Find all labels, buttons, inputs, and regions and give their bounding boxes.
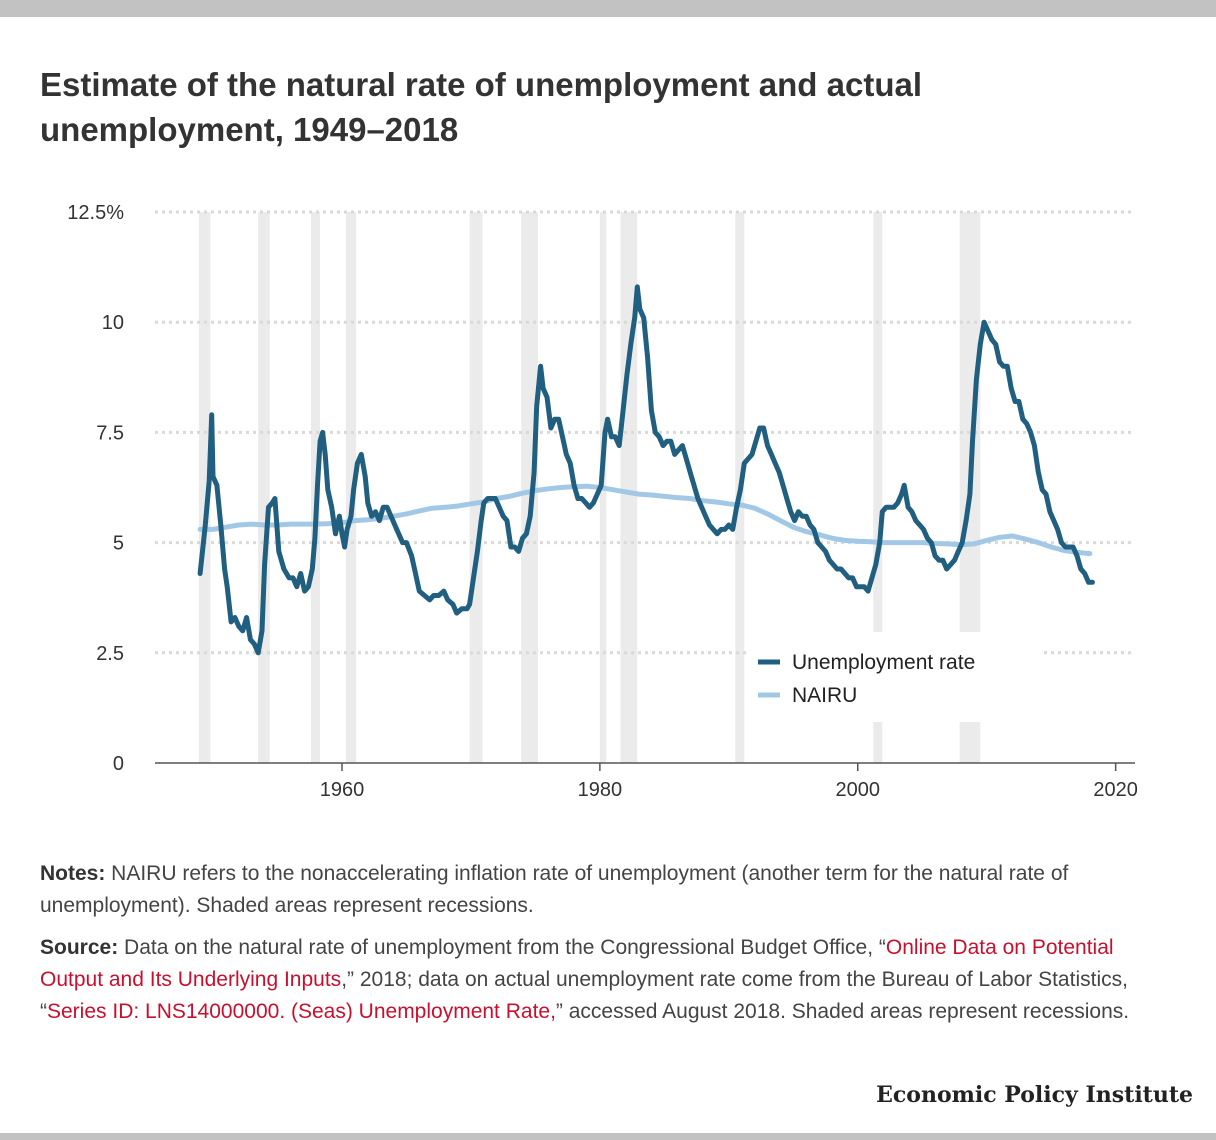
recession-band	[258, 212, 270, 763]
y-tick-label: 10	[102, 312, 124, 334]
source-label: Source:	[40, 936, 119, 959]
x-tick-label: 2020	[1093, 779, 1138, 801]
x-tick-label: 1960	[320, 779, 365, 801]
unemployment-rate-line	[197, 284, 1095, 656]
legend: Unemployment rate NAIRU	[758, 651, 975, 707]
recession-band	[620, 212, 638, 763]
notes-text: NAIRU refers to the nonaccelerating infl…	[40, 862, 1069, 917]
x-axis: 1960 1980 2000 2020	[155, 762, 1138, 801]
y-tick-label: 7.5	[96, 422, 124, 444]
x-tick-label: 1980	[578, 779, 623, 801]
y-tick-label: 0	[113, 753, 124, 775]
notes-paragraph: Notes: NAIRU refers to the nonaccelerati…	[40, 858, 1180, 922]
x-tick-label: 2000	[836, 779, 881, 801]
source-paragraph: Source: Data on the natural rate of unem…	[40, 932, 1180, 1028]
recession-band	[873, 212, 883, 763]
recession-band	[198, 212, 211, 763]
recession-band	[345, 212, 357, 763]
notes-label: Notes:	[40, 862, 106, 885]
y-tick-label: 2.5	[96, 643, 124, 665]
recession-band	[521, 212, 538, 763]
cbo-data-link[interactable]: Online Data on Potential Output and Its …	[40, 936, 1114, 991]
notes-section: Notes: NAIRU refers to the nonaccelerati…	[40, 858, 1180, 1038]
legend-background	[748, 632, 1043, 722]
legend-label-unemployment: Unemployment rate	[792, 651, 975, 674]
epi-logo-text: Economic Policy Institute	[876, 1082, 1193, 1108]
chart: 0 2.5 5 7.5 10 12.5% 1960 1980 2000 2020 Unemplo…	[67, 202, 1138, 801]
chart-title: Estimate of the natural rate of unemploy…	[40, 66, 922, 148]
y-tick-label: 12.5%	[67, 202, 124, 224]
recession-band	[469, 212, 483, 763]
legend-box	[748, 632, 1043, 722]
series-lines	[197, 284, 1095, 656]
bottom-border	[0, 1133, 1216, 1140]
legend-label-nairu: NAIRU	[792, 684, 857, 707]
bls-series-link[interactable]: Series ID: LNS14000000. (Seas) Unemploym…	[47, 1000, 556, 1023]
source-text-3: ” accessed August 2018. Shaded areas rep…	[555, 1000, 1130, 1023]
source-text-1: Data on the natural rate of unemployment…	[118, 936, 886, 959]
top-border	[0, 0, 1216, 17]
y-axis-ticks: 0 2.5 5 7.5 10 12.5%	[67, 202, 124, 775]
source-text-2: ,” 2018; data on actual unemployment rat…	[40, 968, 1128, 1023]
y-tick-label: 5	[113, 533, 124, 555]
